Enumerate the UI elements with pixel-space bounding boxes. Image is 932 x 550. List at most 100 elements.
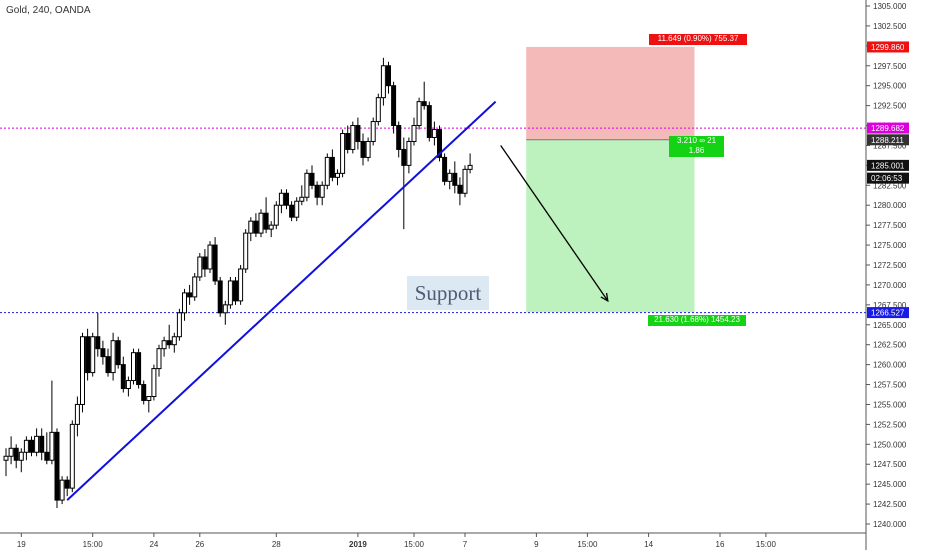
candle [212,237,218,285]
candle [273,201,279,230]
candle [192,272,198,301]
candle-body [64,479,70,489]
candle-body [120,364,126,390]
candle-body [212,244,218,282]
candle-body [3,455,9,461]
candle [8,436,14,465]
price-tick-label: 1242.500 [873,500,907,509]
time-tick-label: 14 [644,540,653,549]
candle [319,181,325,206]
candle [447,169,453,190]
drawings [66,100,609,501]
candle [467,153,473,174]
candle-body [294,200,300,218]
candle-body [258,212,264,234]
support-label: Support [407,276,489,310]
candles [3,57,473,509]
candle-body [74,403,80,425]
take-profit-zone [526,139,695,313]
price-label: 02:06:53 [871,174,903,183]
candle [411,117,417,146]
candle [171,332,177,353]
candle-body [100,348,106,358]
price-tick-label: 1275.000 [873,241,907,250]
forecast-arrow-shaft [500,145,609,302]
candle [355,117,361,150]
candle [304,169,310,202]
price-tick-label: 1277.500 [873,221,907,230]
price-tick-label: 1270.000 [873,281,907,290]
price-label-box [867,41,909,53]
candle-body [125,380,131,390]
candle-body [39,435,45,453]
candle-body [391,85,397,127]
candle-body [416,101,422,127]
risk-reward-line2: 1.86 [688,146,705,155]
risk-tag: 11.649 (0.90%) 755.37 [649,34,747,45]
price-tick-label: 1255.000 [873,400,907,409]
candle [44,432,50,465]
candle-body [141,384,147,401]
candle [54,428,60,509]
candle [421,81,427,110]
candle-body [176,312,182,338]
candle-body [340,133,346,174]
candle-body [131,352,136,382]
price-tick-label: 1240.000 [873,520,907,529]
candle [248,217,254,242]
position-box [526,46,695,313]
candle-body [304,172,310,198]
time-tick-label: 7 [463,540,468,549]
price-label-box [867,307,909,319]
price-label: 1266.527 [871,309,905,318]
candle [151,364,157,401]
forecast-arrow-head [600,292,609,303]
candle-body [227,280,233,306]
time-tick-label: 2019 [349,540,367,549]
candle [329,149,335,182]
candle [258,209,264,238]
candle [202,249,208,277]
time-tick-label: 9 [534,540,539,549]
candle-body [136,352,142,386]
candle [176,308,182,341]
price-tick-label: 1250.000 [873,440,907,449]
candle [105,348,111,377]
candle-body [319,184,325,198]
candle [233,276,238,305]
candle-body [49,431,55,461]
candle-body [238,268,244,302]
candle [74,396,80,437]
candle-body [182,292,187,314]
candle-body [115,340,121,366]
candle [146,395,152,413]
candle [340,129,346,178]
candle-body [365,140,371,158]
candle [437,125,442,162]
price-label: 1299.860 [871,43,905,52]
reward-tag: 21.630 (1.68%) 1454.23 [648,315,746,326]
price-tick-label: 1305.000 [873,2,907,11]
candle [365,137,371,162]
candle [18,448,24,473]
price-label-box [867,172,909,184]
candle-body [329,156,335,178]
candle [309,165,315,190]
candle-body [44,451,50,461]
candle [115,336,121,369]
candle-body [29,439,34,453]
candle-body [161,340,167,350]
candle [156,344,162,377]
candle [370,117,376,146]
candle [131,348,136,385]
candle-body [69,423,75,489]
candle-body [217,280,223,314]
candle [95,312,101,357]
candle [136,348,142,389]
price-tick-label: 1252.500 [873,420,907,429]
candle-body [431,129,437,138]
candle [85,328,91,381]
candle [110,332,116,381]
candle [227,276,233,309]
